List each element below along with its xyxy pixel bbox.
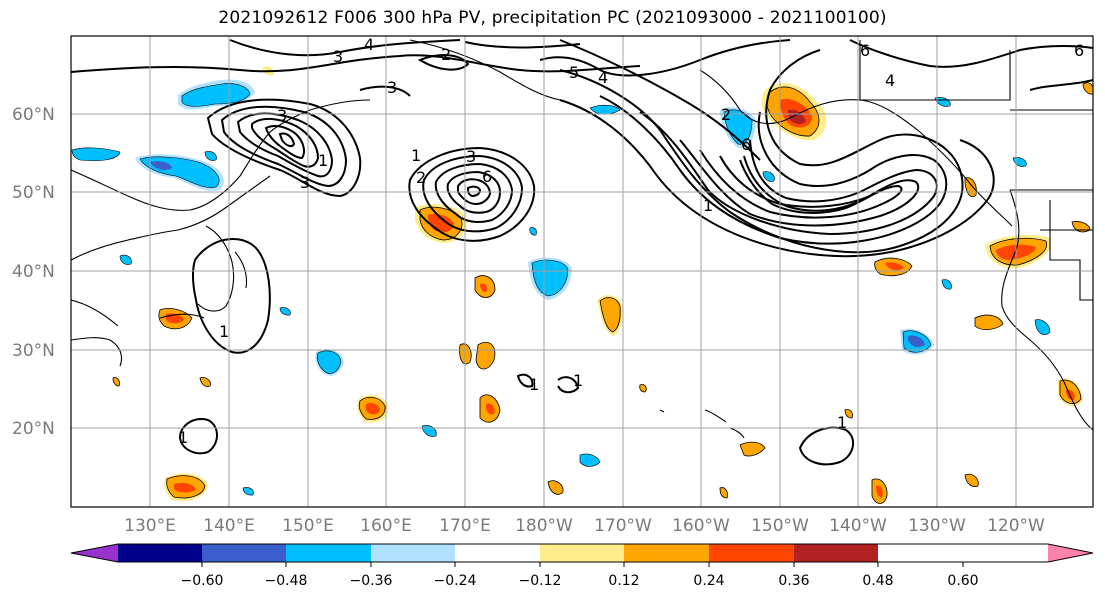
lon-label: 150°W [751,516,809,536]
lon-label: 180°W [515,516,573,536]
contour-label: 1 [703,196,713,215]
colorbar-cell [118,544,202,562]
colorbar-cell [202,544,286,562]
contour-label: 3 [387,78,397,97]
latitude-labels: 60°N 50°N 40°N 30°N 20°N [12,105,55,439]
contour-label: 1 [837,413,847,432]
contour-label: 1 [411,146,421,165]
contour-labels: 4 3 2 3 3 3 1 2 3 6 1 2 1 6 4 1 1 1 1 6 … [178,35,1084,447]
contour-label: 3 [300,173,310,192]
lat-label: 50°N [12,183,55,203]
longitude-labels: 130°E 140°E 150°E 160°E 170°E 180°W 170°… [124,516,1045,536]
lon-label: 170°W [594,516,652,536]
colorbar-cell [371,544,455,562]
colorbar-extend-high [1048,544,1093,562]
colorbar: −0.60 −0.48 −0.36 −0.24 −0.12 0.12 0.24 … [70,543,1094,589]
colorbar-cell [794,544,878,562]
lon-label: 140°E [203,516,255,536]
lon-label: 130°E [124,516,176,536]
gridlines [71,36,1093,507]
contour-label: 4 [598,68,608,87]
colorbar-ticks [201,562,964,567]
colorbar-tick-label: −0.48 [265,573,308,589]
colorbar-cell [455,544,540,562]
colorbar-tick-label: 0.12 [608,573,639,589]
lat-label: 20°N [12,419,55,439]
lon-label: 140°W [829,516,887,536]
map-frame [70,35,1094,508]
lat-label: 40°N [12,262,55,282]
colorbar-cells [70,543,1094,563]
contour-label: 2 [416,168,426,187]
contour-label: 3 [333,47,343,66]
contour-label: 6 [482,167,492,186]
lon-label: 160°E [360,516,412,536]
contour-label: 2 [721,105,731,124]
negative-shading [71,79,1051,496]
coastlines [71,39,1093,439]
colorbar-cell [624,544,709,562]
contour-label: 2 [441,45,451,64]
contour-label: 1 [219,322,229,341]
colorbar-tick-labels: −0.60 −0.48 −0.36 −0.24 −0.12 0.12 0.24 … [181,573,979,589]
colorbar-tick-label: −0.12 [519,573,562,589]
contour-label: 6 [741,135,751,154]
pv-contours [71,39,1093,466]
lon-label: 160°W [672,516,730,536]
colorbar-tick-label: 0.60 [947,573,978,589]
contour-label: 6 [1074,41,1084,60]
colorbar-tick-label: −0.60 [181,573,224,589]
contour-label: 1 [529,375,539,394]
lon-label: 130°W [908,516,966,536]
colorbar-tick-label: −0.24 [434,573,477,589]
contour-label: 5 [569,63,579,82]
colorbar-cell [540,544,624,562]
lon-label: 150°E [282,516,334,536]
contour-label: 4 [364,35,374,54]
contour-label: 1 [178,428,188,447]
contour-label: 6 [860,41,870,60]
contour-label: 4 [885,71,895,90]
colorbar-tick-label: 0.36 [778,573,809,589]
contour-label: 1 [318,151,328,170]
contour-label: 3 [466,147,476,166]
map-title: 2021092612 F006 300 hPa PV, precipitatio… [218,8,887,28]
colorbar-cell [286,544,371,562]
contour-label: 3 [277,106,287,125]
lon-label: 120°W [987,516,1045,536]
lat-label: 30°N [12,341,55,361]
colorbar-tick-label: 0.24 [693,573,724,589]
colorbar-cell [709,544,794,562]
colorbar-outline [70,543,1094,563]
lat-label: 60°N [12,105,55,125]
contour-label: 1 [573,371,583,390]
lon-label: 170°E [439,516,491,536]
colorbar-tick-label: 0.48 [862,573,893,589]
colorbar-tick-label: −0.36 [350,573,393,589]
